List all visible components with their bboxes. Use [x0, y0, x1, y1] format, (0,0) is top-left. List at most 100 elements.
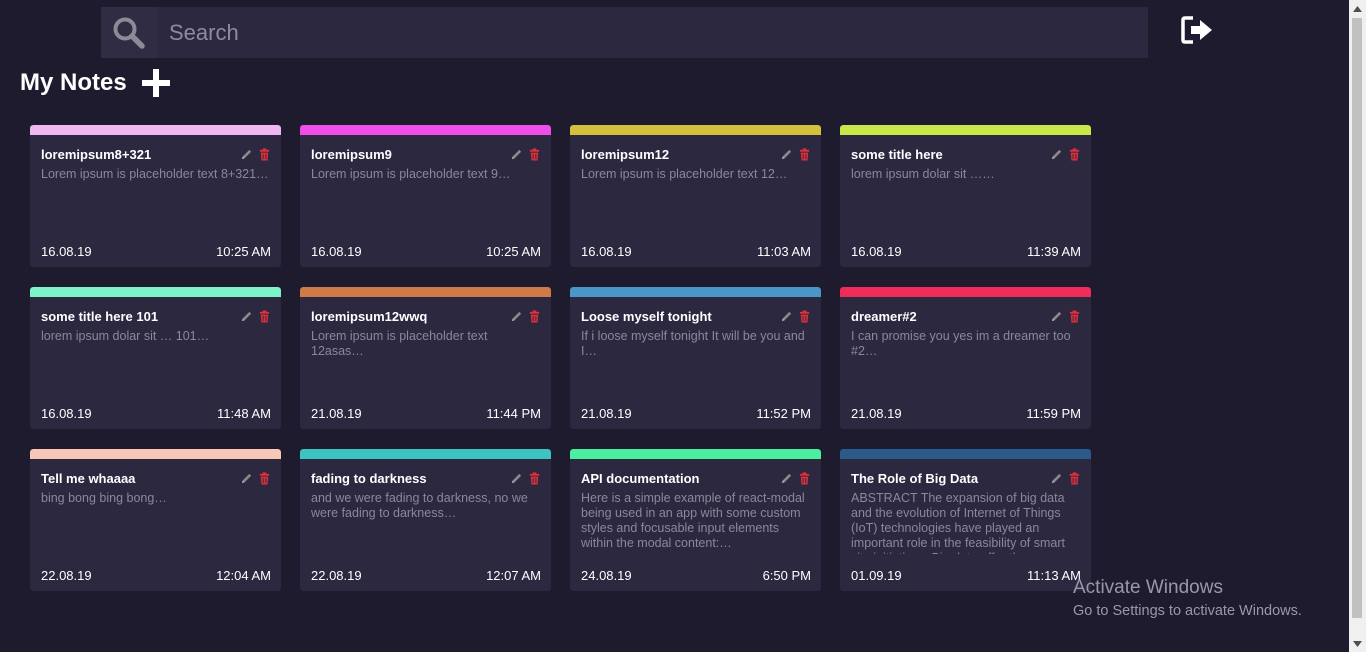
note-body: I can promise you yes im a dreamer too #…: [851, 329, 1071, 358]
trash-icon[interactable]: [528, 147, 541, 161]
note-card[interactable]: Loose myself tonight If i loose myself to…: [570, 287, 821, 429]
note-color-strip: [840, 125, 1091, 135]
pencil-icon[interactable]: [1050, 148, 1063, 161]
note-card[interactable]: some title here lorem ipsum dolar sit …… 1…: [840, 125, 1091, 267]
note-color-strip: [570, 287, 821, 297]
pencil-icon[interactable]: [780, 148, 793, 161]
note-color-strip: [300, 449, 551, 459]
scroll-down-arrow-icon[interactable]: [1349, 635, 1366, 652]
note-footer: 22.08.19 12:07 AM: [311, 568, 541, 583]
trash-icon[interactable]: [1068, 471, 1081, 485]
note-date: 16.08.19: [851, 244, 902, 259]
scroll-up-arrow-icon[interactable]: [1349, 0, 1366, 17]
note-date: 21.08.19: [311, 406, 362, 421]
note-actions: [505, 147, 541, 161]
title-row: My Notes: [20, 68, 171, 98]
note-actions: [505, 471, 541, 485]
pencil-icon[interactable]: [510, 148, 523, 161]
trash-icon[interactable]: [258, 309, 271, 323]
note-body: Lorem ipsum is placeholder text 12asas…: [311, 329, 488, 358]
note-header: loremipsum8+321: [41, 145, 271, 163]
note-color-strip: [300, 125, 551, 135]
note-date: 22.08.19: [311, 568, 362, 583]
pencil-icon[interactable]: [780, 310, 793, 323]
note-card[interactable]: Tell me whaaaa bing bong bing bong… 22.08.…: [30, 449, 281, 591]
note-title: loremipsum12: [581, 146, 670, 162]
scrollbar[interactable]: [1349, 0, 1366, 652]
note-header: Loose myself tonight: [581, 307, 811, 325]
trash-icon[interactable]: [1068, 309, 1081, 323]
note-title: API documentation: [581, 470, 700, 486]
pencil-icon[interactable]: [1050, 310, 1063, 323]
search-icon[interactable]: [101, 7, 157, 58]
note-body: If i loose myself tonight It will be you…: [581, 329, 805, 358]
plus-icon: [141, 69, 170, 97]
page-title: My Notes: [20, 69, 127, 96]
note-card[interactable]: loremipsum12wwq Lorem ipsum is placeholde…: [300, 287, 551, 429]
pencil-icon[interactable]: [240, 472, 253, 485]
note-body: bing bong bing bong…: [41, 491, 167, 505]
note-footer: 24.08.19 6:50 PM: [581, 568, 811, 583]
note-card[interactable]: API documentation Here is a simple exampl…: [570, 449, 821, 591]
note-header: loremipsum9: [311, 145, 541, 163]
note-color-strip: [30, 125, 281, 135]
note-card[interactable]: dreamer#2 I can promise you yes im a drea…: [840, 287, 1091, 429]
note-header: Tell me whaaaa: [41, 469, 271, 487]
note-footer: 01.09.19 11:13 AM: [851, 568, 1081, 583]
note-card[interactable]: loremipsum9 Lorem ipsum is placeholder te…: [300, 125, 551, 267]
pencil-icon[interactable]: [240, 310, 253, 323]
pencil-icon[interactable]: [780, 472, 793, 485]
trash-icon[interactable]: [528, 309, 541, 323]
trash-icon[interactable]: [798, 309, 811, 323]
note-body: ABSTRACT The expansion of big data and t…: [851, 491, 1065, 554]
note-date: 21.08.19: [851, 406, 902, 421]
search-input[interactable]: [157, 6, 1148, 59]
note-header: dreamer#2: [851, 307, 1081, 325]
note-card[interactable]: The Role of Big Data ABSTRACT The expansi…: [840, 449, 1091, 591]
trash-icon[interactable]: [258, 471, 271, 485]
note-card[interactable]: loremipsum12 Lorem ipsum is placeholder t…: [570, 125, 821, 267]
trash-icon[interactable]: [798, 147, 811, 161]
trash-icon[interactable]: [798, 471, 811, 485]
trash-icon[interactable]: [1068, 147, 1081, 161]
note-actions: [775, 147, 811, 161]
note-card[interactable]: some title here 101 lorem ipsum dolar sit…: [30, 287, 281, 429]
pencil-icon[interactable]: [240, 148, 253, 161]
note-actions: [1045, 309, 1081, 323]
note-footer: 22.08.19 12:04 AM: [41, 568, 271, 583]
note-header: fading to darkness: [311, 469, 541, 487]
note-body: Here is a simple example of react-modal …: [581, 491, 805, 550]
note-header: some title here 101: [41, 307, 271, 325]
note-color-strip: [570, 125, 821, 135]
note-header: API documentation: [581, 469, 811, 487]
note-date: 24.08.19: [581, 568, 632, 583]
note-date: 01.09.19: [851, 568, 902, 583]
watermark-line-2: Go to Settings to activate Windows.: [1073, 603, 1302, 619]
scroll-thumb[interactable]: [1352, 18, 1362, 618]
pencil-icon[interactable]: [510, 310, 523, 323]
note-color-strip: [570, 449, 821, 459]
pencil-icon[interactable]: [1050, 472, 1063, 485]
note-actions: [1045, 471, 1081, 485]
note-time: 12:07 AM: [486, 568, 541, 583]
note-title: fading to darkness: [311, 470, 427, 486]
note-color-strip: [300, 287, 551, 297]
note-color-strip: [30, 287, 281, 297]
note-title: Loose myself tonight: [581, 308, 712, 324]
note-title: loremipsum8+321: [41, 146, 152, 162]
add-note-button[interactable]: [141, 68, 171, 98]
note-card[interactable]: loremipsum8+321 Lorem ipsum is placeholde…: [30, 125, 281, 267]
trash-icon[interactable]: [258, 147, 271, 161]
note-body: Lorem ipsum is placeholder text 12…: [581, 167, 788, 181]
trash-icon[interactable]: [528, 471, 541, 485]
logout-icon[interactable]: [1180, 14, 1216, 46]
note-card[interactable]: fading to darkness and we were fading to …: [300, 449, 551, 591]
pencil-icon[interactable]: [510, 472, 523, 485]
note-date: 16.08.19: [41, 406, 92, 421]
note-date: 21.08.19: [581, 406, 632, 421]
note-actions: [505, 309, 541, 323]
note-header: loremipsum12: [581, 145, 811, 163]
note-time: 10:25 AM: [216, 244, 271, 259]
watermark-line-1: Activate Windows: [1073, 577, 1223, 598]
